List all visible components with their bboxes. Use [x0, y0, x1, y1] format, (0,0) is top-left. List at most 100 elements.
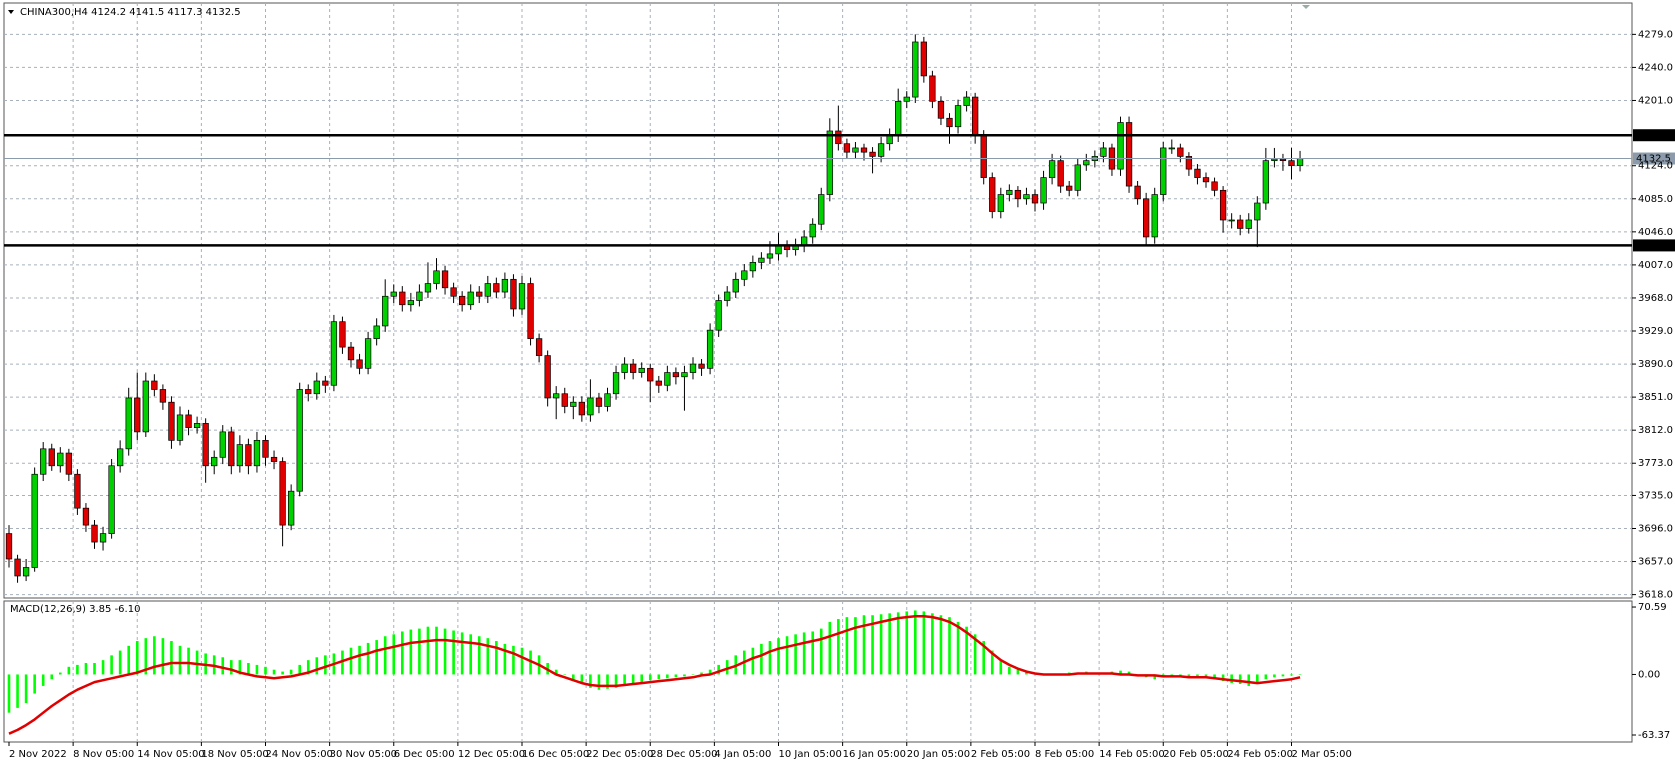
candle-body — [390, 291, 397, 297]
x-tick-label: 10 Jan 05:00 — [779, 749, 842, 760]
y-tick-label: 3696.0 — [1638, 523, 1673, 534]
macd-histogram-bar — [794, 634, 797, 675]
macd-histogram-bar — [486, 638, 490, 675]
y-tick-label: 4201.0 — [1638, 95, 1673, 106]
macd-histogram-bar — [589, 674, 592, 688]
macd-histogram-bar — [802, 632, 806, 675]
macd-histogram-bar — [110, 655, 113, 675]
macd-histogram-bar — [315, 657, 319, 675]
x-tick-label: 20 Feb 05:00 — [1163, 749, 1229, 760]
macd-histogram-bar — [888, 613, 891, 675]
candle-body — [1117, 122, 1124, 170]
macd-histogram-bar — [614, 674, 618, 688]
candle-body — [373, 325, 380, 339]
macd-histogram-bar — [443, 628, 447, 675]
y-tick-label: 4124.0 — [1638, 161, 1673, 172]
macd-histogram-bar — [281, 671, 284, 675]
candle-body — [655, 380, 662, 386]
macd-histogram-bar — [871, 615, 874, 675]
macd-histogram-bar — [401, 631, 404, 675]
candle-body — [193, 423, 201, 428]
candle-body — [253, 440, 261, 467]
candle-body — [604, 393, 611, 407]
candle-body — [518, 283, 526, 310]
level-label: 4132.5 — [1636, 154, 1671, 165]
candle-body — [424, 283, 432, 293]
candle-body — [270, 456, 278, 462]
macd-histogram-bar — [939, 615, 943, 675]
x-tick-label: 2 Nov 2022 — [9, 749, 67, 760]
candle-body — [535, 338, 543, 356]
candle-body — [621, 363, 628, 373]
candle-body — [339, 321, 346, 348]
y-tick-label: 0.00 — [1638, 669, 1660, 680]
candle-body — [305, 389, 312, 395]
level-label-box — [1633, 239, 1675, 252]
candle-body — [1040, 177, 1047, 204]
macd-histogram-bar — [640, 674, 643, 683]
candle-body — [1160, 147, 1167, 195]
candle-body — [1237, 219, 1244, 229]
candle-body — [5, 533, 13, 560]
menu-arrow[interactable] — [8, 10, 14, 14]
y-tick-label: -63.37 — [1638, 730, 1670, 741]
candle-body — [570, 401, 577, 407]
candle-body — [766, 253, 774, 259]
macd-panel-frame — [3, 600, 1633, 743]
candle-body — [1168, 147, 1175, 150]
candle-body — [330, 321, 338, 386]
candle-body — [672, 372, 680, 378]
candle-body — [578, 401, 585, 416]
macd-histogram-bar — [768, 641, 772, 675]
candle-body — [501, 278, 509, 293]
y-tick-label: 3890.0 — [1638, 359, 1673, 370]
candle-body — [467, 291, 474, 306]
candle-body — [1296, 158, 1304, 166]
candle-body — [749, 262, 756, 272]
candle-body — [877, 143, 885, 157]
candle-body — [903, 96, 910, 102]
macd-histogram-bar — [1281, 674, 1285, 677]
macd-histogram-bar — [495, 641, 498, 675]
x-tick-label: 24 Feb 05:00 — [1227, 749, 1293, 760]
y-tick-label: 3812.0 — [1638, 425, 1673, 436]
candle-body — [886, 134, 893, 145]
candle-body — [279, 461, 286, 526]
candle-body — [912, 41, 919, 98]
macd-histogram-bar — [306, 660, 310, 675]
candle-body — [1177, 147, 1184, 157]
macd-histogram-bar — [1204, 674, 1208, 678]
x-tick-label: 12 Dec 05:00 — [458, 749, 525, 760]
macd-histogram-bar — [785, 636, 789, 675]
candle-body — [561, 393, 568, 407]
candle-body — [433, 270, 440, 284]
macd-histogram-bar — [426, 626, 430, 675]
macd-histogram-bar — [230, 660, 233, 675]
macd-histogram-bar — [717, 664, 720, 675]
x-tick-label: 30 Nov 05:00 — [330, 749, 397, 760]
macd-histogram-bar — [666, 674, 669, 679]
candle-body — [1185, 156, 1193, 170]
macd-histogram-bar — [1187, 674, 1191, 677]
macd-histogram-bar — [127, 645, 130, 675]
candle-body — [22, 567, 30, 577]
level-label: 4160.0 — [1636, 130, 1671, 141]
macd-histogram-bar — [383, 636, 387, 675]
candle-body — [450, 287, 457, 297]
y-tick-label: 4085.0 — [1638, 194, 1673, 205]
macd-histogram-bar — [1298, 674, 1302, 675]
y-tick-label: 4279.0 — [1638, 29, 1673, 40]
x-tick-label: 8 Nov 05:00 — [73, 749, 134, 760]
candle-body — [1202, 177, 1210, 183]
macd-histogram-bar — [837, 619, 840, 675]
candle-body — [937, 100, 945, 119]
macd-histogram-bar — [657, 674, 661, 680]
candle-body — [860, 147, 868, 153]
candle-body — [1014, 189, 1022, 200]
candle-body — [476, 291, 483, 297]
x-tick-label: 28 Dec 05:00 — [650, 749, 717, 760]
candle-body — [954, 105, 962, 128]
macd-histogram-bar — [84, 662, 88, 675]
candle-body — [1023, 194, 1030, 200]
candle-body — [629, 363, 637, 373]
